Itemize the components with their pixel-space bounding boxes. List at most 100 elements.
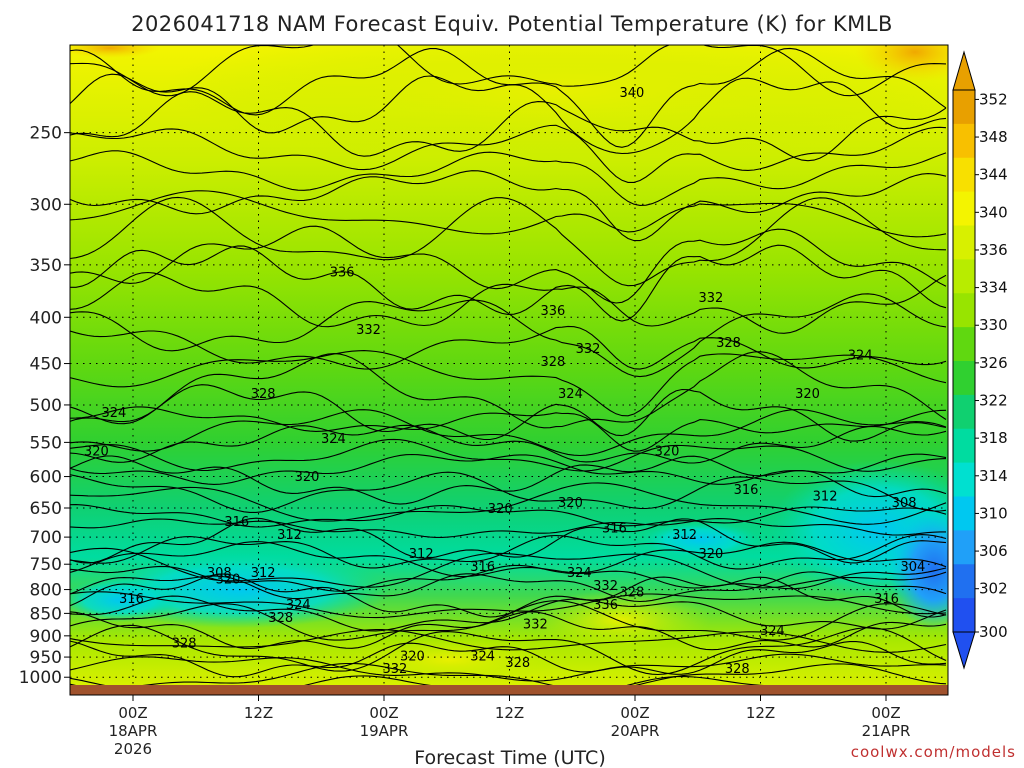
colorbar-tick-label: 352 <box>979 90 1008 108</box>
contour-label: 312 <box>277 528 302 543</box>
y-axis: 250 300 350 400 450 500 550 600 650 700 750 800 850 9… <box>19 124 70 688</box>
contour-label: 336 <box>540 304 565 319</box>
y-tick-label: 350 <box>30 256 62 276</box>
title-text: 2026041718 NAM Forecast Equiv. Potential… <box>131 12 893 36</box>
contour-label-text: 320 <box>400 649 425 664</box>
contour-label-text: 332 <box>356 323 381 338</box>
contour-label: 316 <box>734 483 759 498</box>
contour-label: 316 <box>224 515 249 530</box>
contour-label: 320 <box>216 573 241 588</box>
contour-label: 340 <box>620 86 645 101</box>
colorbar-tick-label: 300 <box>979 623 1008 641</box>
y-tick-label: 250 <box>30 124 62 144</box>
contour-label-text: 332 <box>576 342 601 357</box>
contour-label-text: 328 <box>620 585 645 600</box>
contour-label-text: 332 <box>382 662 407 677</box>
contour-label: 308 <box>207 566 232 581</box>
y-tick-label: 650 <box>30 499 62 519</box>
contour-label: 320 <box>558 496 583 511</box>
contour-line <box>70 662 947 685</box>
contour-label: 324 <box>101 406 126 421</box>
contour-line <box>70 504 947 528</box>
contour-line <box>70 653 947 682</box>
contour-label-text: 324 <box>101 406 126 421</box>
contour-label-text: 324 <box>286 598 311 613</box>
contour-label: 336 <box>593 598 618 613</box>
colorbar-tick-label: 314 <box>979 467 1008 485</box>
contour-label-text: 324 <box>760 624 785 639</box>
contour-label-text: 324 <box>558 387 583 402</box>
contour-label-text: 332 <box>699 291 724 306</box>
contour-label: 332 <box>382 662 407 677</box>
contour-line <box>70 424 947 464</box>
y-tick-label: 550 <box>30 433 62 453</box>
cyan-region-mid <box>640 522 760 558</box>
contour-label: 328 <box>620 585 645 600</box>
contour-label: 316 <box>470 560 495 575</box>
contour-label-text: 328 <box>251 387 276 402</box>
contour-label: 320 <box>400 649 425 664</box>
colorbar-top-arrow <box>952 50 976 91</box>
colorbar-swatch <box>953 123 975 159</box>
contour-label-text: 328 <box>505 656 530 671</box>
colorbar-tick-label: 348 <box>979 128 1008 146</box>
contour-line <box>70 482 947 525</box>
contour-label: 316 <box>602 521 627 536</box>
y-tick-label: 400 <box>30 308 62 328</box>
contour-label: 336 <box>330 265 355 280</box>
contour-label-text: 336 <box>330 265 355 280</box>
contour-label: 328 <box>505 656 530 671</box>
contour-line <box>70 455 947 505</box>
contour-label-text: 328 <box>172 637 197 652</box>
colorbar-swatch <box>953 90 975 125</box>
colorbar-tick-label: 322 <box>979 392 1008 410</box>
contour-line <box>70 640 947 678</box>
colorbar-tick-label: 310 <box>979 504 1008 522</box>
y-tick-label: 500 <box>30 396 62 416</box>
contour-line <box>70 564 947 592</box>
y-tick-label: 950 <box>30 648 62 668</box>
x-tick-label: 00Z <box>118 704 147 722</box>
contour-label-text: 328 <box>725 662 750 677</box>
contour-label-text: 320 <box>655 445 680 460</box>
contour-label-text: 312 <box>672 528 697 543</box>
colorbar-swatch <box>953 225 975 260</box>
contour-label-text: 316 <box>119 592 144 607</box>
contour-label-text: 316 <box>470 560 495 575</box>
contour-label: 324 <box>470 649 495 664</box>
colorbar-swatch <box>953 191 975 226</box>
colorbar-swatch <box>953 462 975 497</box>
contour-label-text: 312 <box>277 528 302 543</box>
contour-label-text: 324 <box>470 649 495 664</box>
chart-title: 2026041718 NAM Forecast Equiv. Potential… <box>131 12 893 36</box>
y-tick-label: 700 <box>30 528 62 548</box>
colorbar-tick-label: 334 <box>979 279 1008 297</box>
contour-label: 320 <box>84 445 109 460</box>
contour-line <box>70 591 947 619</box>
contour-label-text: 324 <box>848 349 873 364</box>
colorbar: 352 348 344 340 336 334 330 326 322 318 314 310 306 3… <box>952 50 1008 670</box>
contour-line <box>70 541 947 578</box>
contour-line <box>70 384 947 442</box>
contour-label-text: 312 <box>251 566 276 581</box>
y-tick-label: 300 <box>30 195 62 215</box>
ground-strip <box>70 685 948 695</box>
contour-line <box>70 611 947 651</box>
y-tick-label: 450 <box>30 355 62 375</box>
contour-label: 312 <box>251 566 276 581</box>
contour-label-text: 336 <box>540 304 565 319</box>
colorbar-swatch <box>953 361 975 396</box>
colorbar-frame <box>952 89 976 633</box>
contour-line <box>70 244 947 322</box>
contour-line <box>70 325 947 370</box>
colorbar-tick-label: 336 <box>979 241 1008 259</box>
contour-lines <box>70 45 947 685</box>
x-tick-label: 21APR <box>862 722 911 740</box>
colorbar-tick-label: 340 <box>979 203 1008 221</box>
contour-line <box>70 225 947 304</box>
colorbar-swatch <box>953 530 975 565</box>
contour-label-text: 320 <box>699 547 724 562</box>
contour-label: 320 <box>488 502 513 517</box>
